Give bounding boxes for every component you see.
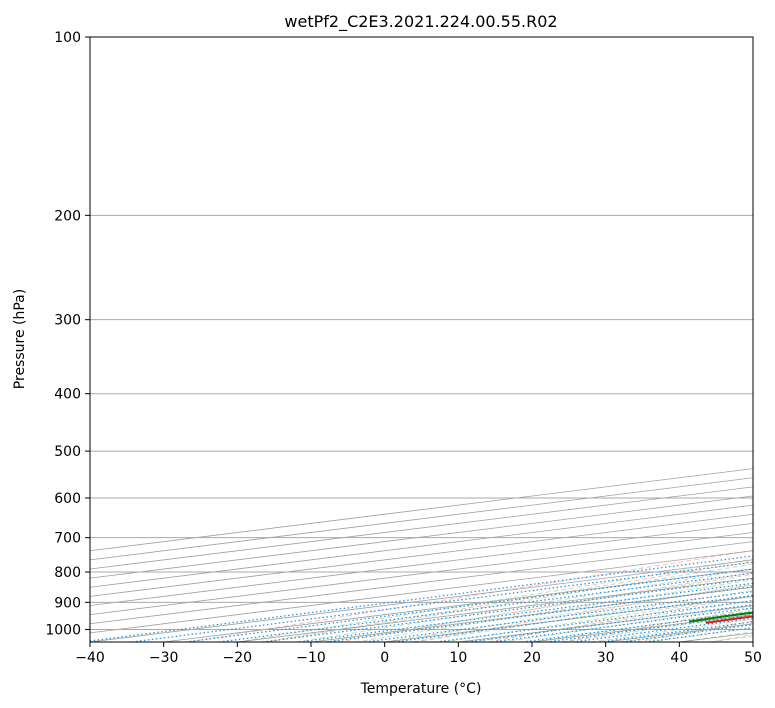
mixing-ratio-line xyxy=(492,607,753,642)
isotherm-line xyxy=(90,532,753,616)
y-tick-label: 200 xyxy=(54,208,81,224)
x-tick-label: 0 xyxy=(380,650,389,666)
y-tick-label: 800 xyxy=(54,565,81,581)
x-tick-label: −40 xyxy=(75,650,105,666)
y-tick-label: 1000 xyxy=(45,622,81,638)
isotherm-line xyxy=(90,495,753,579)
plot-frame xyxy=(89,36,754,643)
moist-adiabat-line xyxy=(384,584,753,642)
dry-adiabat-line xyxy=(412,583,753,642)
axes: −40 −30 −20 −10 0 10 20 30 40 50 100 200 300 400 500 60… xyxy=(45,30,762,666)
isotherm-line xyxy=(90,477,753,561)
x-tick-label: 20 xyxy=(523,650,541,666)
x-tick-label: −10 xyxy=(296,650,326,666)
moist-adiabat-line xyxy=(296,568,753,642)
y-tick-label: 100 xyxy=(54,30,81,46)
y-tick-label: 400 xyxy=(54,387,81,403)
mixing-ratio-line xyxy=(90,555,753,642)
isotherm-line xyxy=(90,513,753,597)
x-tick-label: −20 xyxy=(223,650,253,666)
y-tick-label: 900 xyxy=(54,595,81,611)
x-tick-label: 40 xyxy=(670,650,688,666)
dry-adiabat-line xyxy=(188,549,753,642)
x-tick-label: −30 xyxy=(149,650,179,666)
y-tick-label: 500 xyxy=(54,444,81,460)
mixing-ratio-line xyxy=(522,611,753,642)
x-axis-label: Temperature (°C) xyxy=(360,681,482,697)
background-lines xyxy=(90,37,753,642)
plot-background xyxy=(90,37,753,642)
y-tick-label: 300 xyxy=(54,313,81,329)
isotherm-line xyxy=(90,504,753,588)
moist-adiabat-line xyxy=(237,558,753,642)
mixing-ratio-line xyxy=(467,604,753,642)
y-tick-label: 600 xyxy=(54,491,81,507)
isotherm-line xyxy=(90,522,753,606)
x-tick-label: 50 xyxy=(744,650,762,666)
mixing-ratio-line xyxy=(131,561,753,642)
isotherm-line xyxy=(90,486,753,570)
y-tick-label: 700 xyxy=(54,531,81,547)
chart-title: wetPf2_C2E3.2021.224.00.55.R02 xyxy=(284,12,557,32)
moist-adiabat-line xyxy=(266,563,753,642)
isotherm-line xyxy=(90,468,753,552)
mixing-ratio-line xyxy=(546,614,753,642)
x-tick-label: 30 xyxy=(597,650,615,666)
dry-adiabat-line xyxy=(263,560,753,642)
x-tick-label: 10 xyxy=(449,650,467,666)
plot-area xyxy=(90,37,753,642)
y-axis-label: Pressure (hPa) xyxy=(12,289,28,389)
isotherm-line xyxy=(752,641,753,642)
mixing-ratio-line xyxy=(572,617,753,642)
